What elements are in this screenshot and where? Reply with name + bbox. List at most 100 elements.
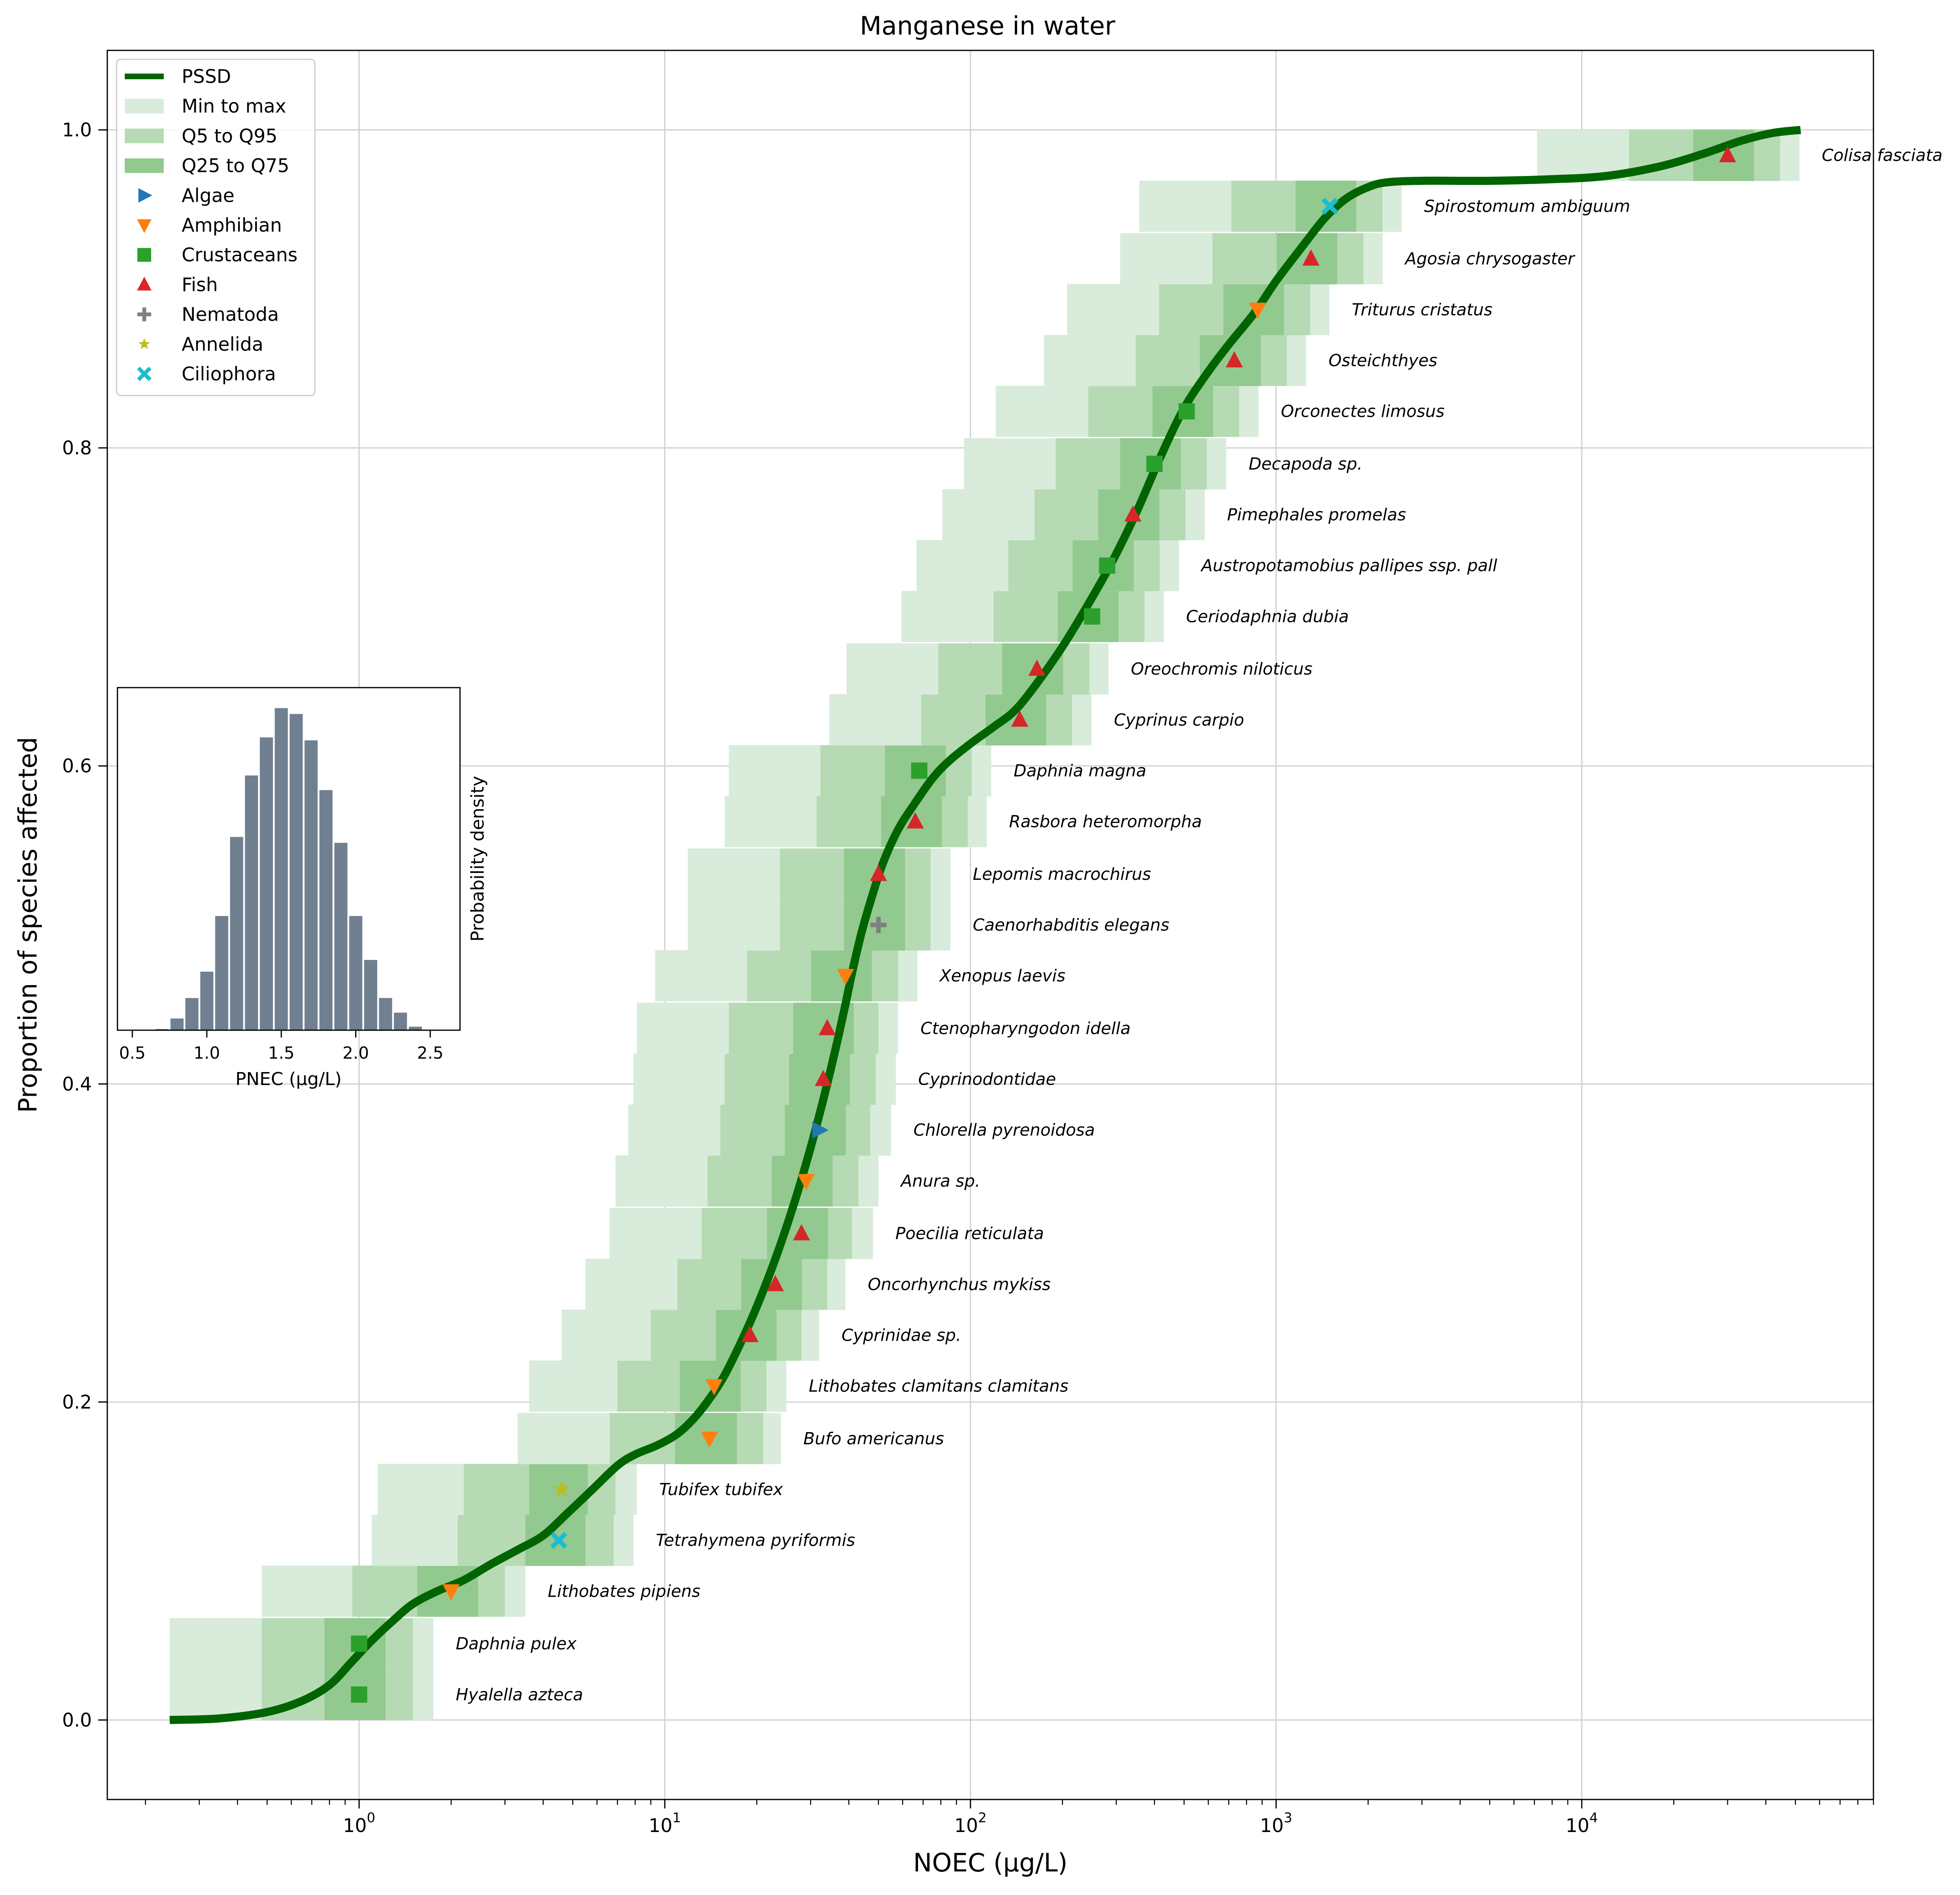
pssd-curve	[169, 126, 1801, 1724]
species-marker	[1028, 660, 1046, 676]
legend-swatch-marker	[137, 248, 151, 262]
inset-bar	[185, 998, 199, 1030]
species-marker	[1124, 505, 1142, 522]
species-marker	[793, 1224, 810, 1241]
legend-swatch-patch	[125, 99, 164, 114]
y-tick-label: 1.0	[62, 119, 92, 141]
legend-label: Annelida	[182, 333, 263, 355]
x-tick-label: 102	[954, 1810, 987, 1836]
species-marker	[705, 1379, 723, 1396]
species-label: Chlorella pyrenoidosa	[914, 1120, 1095, 1140]
species-label: Lepomis macrochirus	[973, 864, 1151, 884]
species-marker	[550, 1532, 567, 1549]
species-marker	[1719, 146, 1736, 163]
inset-y-axis-title: Probability density	[467, 776, 488, 942]
species-marker	[1249, 302, 1266, 319]
legend-label: Ciliophora	[182, 363, 276, 385]
species-marker	[351, 1686, 367, 1703]
species-label: Oreochromis niloticus	[1131, 659, 1313, 679]
species-marker	[870, 917, 887, 933]
band-layer	[169, 130, 1799, 1720]
species-marker	[1302, 249, 1320, 266]
inset-bar	[275, 708, 288, 1030]
species-marker	[1099, 557, 1116, 574]
legend-swatch-patch	[125, 128, 164, 143]
species-marker	[1226, 351, 1243, 367]
species-label: Xenopus laevis	[939, 966, 1066, 985]
legend-label: Q5 to Q95	[182, 125, 278, 147]
y-axis-title: Proportion of species affected	[13, 737, 43, 1113]
plot-frame	[106, 50, 1874, 1800]
species-label: Triturus cristatus	[1352, 300, 1492, 319]
species-label: Hyalella azteca	[456, 1685, 583, 1704]
x-tick-label: 104	[1565, 1810, 1598, 1836]
inset-tick-label: 1.0	[193, 1043, 220, 1063]
species-label: Lithobates clamitans clamitans	[809, 1376, 1068, 1396]
inset-bar	[408, 1027, 422, 1030]
species-label: Spirostomum ambiguum	[1424, 196, 1630, 216]
species-label: Ctenopharyngodon idella	[920, 1018, 1131, 1038]
species-label: Colisa fasciata	[1822, 145, 1943, 165]
legend-label: Min to max	[182, 95, 286, 117]
inset-bar	[200, 971, 214, 1030]
species-label: Ceriodaphnia dubia	[1186, 607, 1349, 626]
y-tick-label: 0.2	[62, 1391, 92, 1413]
curve-layer	[169, 126, 1801, 1724]
y-tick-label: 0.0	[62, 1709, 92, 1731]
species-marker	[818, 1019, 836, 1035]
species-label: Rasbora heteromorpha	[1009, 812, 1202, 831]
species-label: Agosia chrysogaster	[1404, 249, 1576, 269]
inset-background	[117, 688, 460, 1030]
species-marker	[351, 1635, 367, 1652]
legend-label: Q25 to Q75	[182, 155, 289, 177]
y-tick-label: 0.4	[62, 1073, 92, 1095]
inset-x-axis-title: PNEC (µg/L)	[235, 1069, 342, 1090]
species-marker	[701, 1431, 718, 1448]
species-marker	[870, 864, 887, 881]
species-label: Cyprinidae sp.	[842, 1325, 961, 1345]
inset-frame	[117, 687, 461, 1031]
legend-label: PSSD	[182, 65, 231, 87]
legend-swatch-marker	[137, 219, 152, 233]
x-tick-label: 100	[343, 1810, 376, 1836]
legend: PSSD Min to max Q5 to Q95 Q25 to Q75 Algae Am…	[116, 59, 316, 396]
x-axis-ticks: 100 101 102 103 104	[145, 1799, 1874, 1836]
inset-tick-label: 1.5	[268, 1043, 295, 1063]
species-label: Pimephales promelas	[1227, 505, 1406, 525]
species-marker	[814, 1070, 832, 1086]
inset-bar	[319, 790, 333, 1030]
species-label: Tetrahymena pyriformis	[656, 1530, 855, 1550]
species-label: Lithobates pipiens	[548, 1581, 701, 1601]
species-marker	[443, 1584, 460, 1601]
inset-bar	[364, 960, 378, 1030]
y-tick-label: 0.8	[62, 437, 92, 459]
inset-bars	[155, 708, 422, 1030]
legend-label: Fish	[182, 274, 218, 295]
legend-box	[116, 59, 316, 396]
x-axis-title: NOEC (µg/L)	[913, 1848, 1068, 1878]
inset-bar	[379, 998, 392, 1030]
inset-tick-label: 0.5	[119, 1043, 145, 1063]
species-label: Tubifex tubifex	[659, 1480, 783, 1499]
species-marker	[1179, 403, 1195, 420]
legend-swatch-marker	[137, 367, 152, 381]
x-tick-label: 103	[1260, 1810, 1292, 1836]
y-tick-label: 0.6	[62, 755, 92, 777]
species-label: Orconectes limosus	[1281, 402, 1445, 421]
inset-tick-label: 2.0	[343, 1043, 369, 1063]
y-axis-ticks: 0.0 0.2 0.4 0.6 0.8 1.0	[62, 119, 107, 1731]
species-marker	[812, 1121, 829, 1139]
legend-swatch-marker	[137, 307, 151, 321]
inset-bar	[394, 1012, 407, 1030]
species-marker	[911, 762, 928, 779]
legend-label: Crustaceans	[182, 244, 297, 266]
inset-tick-label: 2.5	[417, 1043, 443, 1063]
inset-bar	[215, 916, 228, 1030]
inset-bar	[230, 837, 243, 1030]
species-marker	[907, 812, 924, 829]
species-marker	[1146, 456, 1163, 472]
band-q25-q75	[1296, 180, 1357, 232]
species-marker	[741, 1326, 759, 1342]
species-label: Bufo americanus	[803, 1429, 944, 1448]
